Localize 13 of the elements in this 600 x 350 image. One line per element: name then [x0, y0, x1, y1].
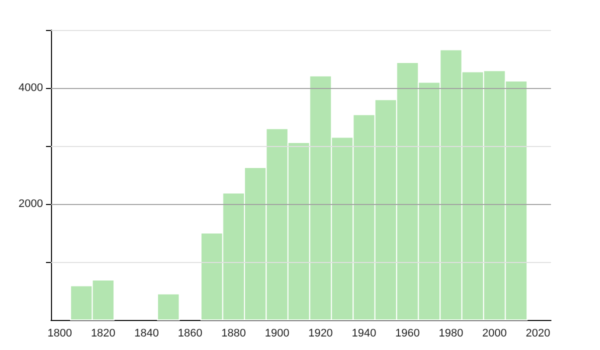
x-tick-label: 1960: [395, 328, 420, 340]
x-tick-label: 2000: [482, 328, 507, 340]
x-tick-label: 1920: [308, 328, 333, 340]
x-tick-label: 1840: [134, 328, 159, 340]
x-tick-label: 1980: [438, 328, 464, 340]
x-tick-label: 1900: [264, 328, 290, 340]
y-tick-label: 4000: [18, 82, 43, 94]
x-tick-label: 1860: [178, 328, 202, 340]
x-tick-label: 1820: [90, 328, 116, 340]
x-tick-label: 2020: [526, 328, 550, 340]
x-tick-label: 1880: [221, 328, 246, 340]
x-tick-label: 1800: [47, 328, 72, 340]
x-tick-label: 1940: [352, 328, 376, 340]
